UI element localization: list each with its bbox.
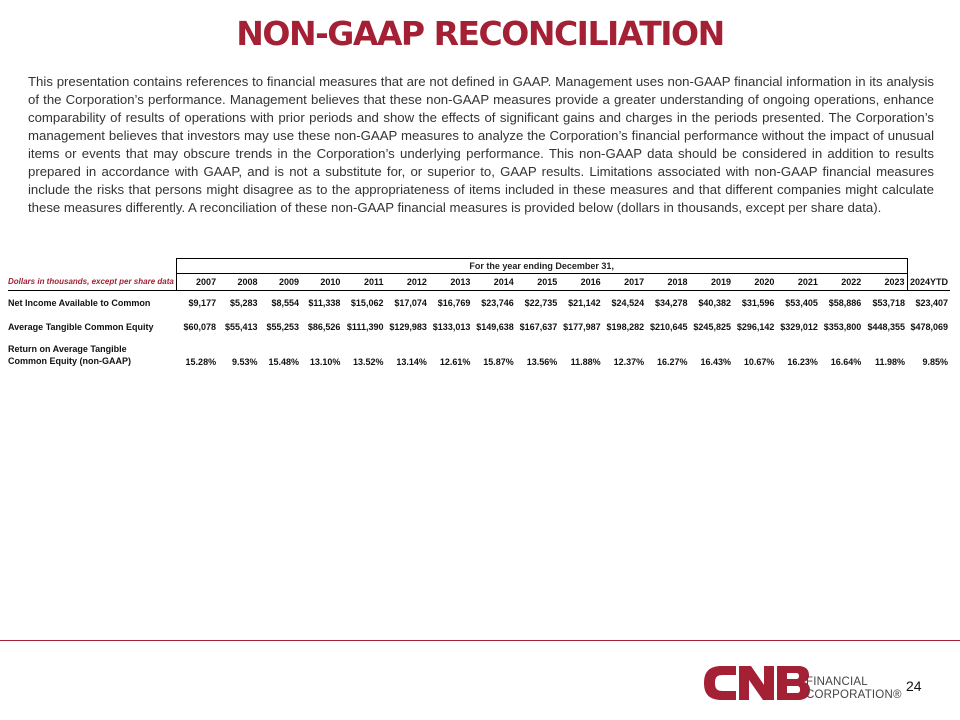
row-label-line1: Return on Average Tangible <box>8 344 127 354</box>
period-header: For the year ending December 31, <box>175 258 908 274</box>
year-header: 2020 <box>732 273 777 291</box>
table-cell: 11.88% <box>570 357 601 367</box>
year-header: 2011 <box>342 273 386 291</box>
table-cell: $149,638 <box>476 322 514 332</box>
table-cell: 16.23% <box>787 357 818 367</box>
table-cell: $448,355 <box>867 322 906 332</box>
table-cell: 16.43% <box>700 357 731 367</box>
year-header: 2023 <box>863 273 908 291</box>
table-cell: $31,596 <box>741 298 775 308</box>
logo-letter-c <box>704 666 736 700</box>
table-cell: $129,983 <box>389 322 427 332</box>
row-label: Net Income Available to Common <box>8 298 151 308</box>
year-header: 2019 <box>689 273 733 291</box>
table-cell: $23,746 <box>481 298 514 308</box>
table-cell: $21,142 <box>568 298 601 308</box>
table-cell: 13.10% <box>309 357 341 367</box>
table-cell: $86,526 <box>307 322 341 332</box>
table-cell: $9,177 <box>188 298 217 308</box>
row-label-line2: Common Equity (non-GAAP) <box>8 356 131 366</box>
table-row: Return on Average Tangible Common Equity… <box>8 339 950 369</box>
intro-paragraph: This presentation contains references to… <box>28 74 934 215</box>
year-header: 2013 <box>428 273 473 291</box>
table-cell: $23,407 <box>915 298 948 308</box>
table-cell: $55,253 <box>266 322 299 332</box>
table-cell: $5,283 <box>230 298 258 308</box>
table-cell: $353,800 <box>823 322 862 332</box>
logo-text: FINANCIAL CORPORATION® <box>806 676 902 702</box>
year-header: 2015 <box>515 273 560 291</box>
table-cell: 15.87% <box>483 357 514 367</box>
table-cell: 16.64% <box>830 357 862 367</box>
table-cell: 13.56% <box>526 357 558 367</box>
page-title: NON-GAAP RECONCILIATION <box>236 14 725 53</box>
table-cell: $478,069 <box>910 322 948 332</box>
table-cell: 12.37% <box>613 357 645 367</box>
year-header: 2016 <box>559 273 603 291</box>
table-row: Average Tangible Common Equity $60,078 $5… <box>8 315 950 339</box>
page-number: 24 <box>906 678 922 694</box>
table-cell: $34,278 <box>654 298 688 308</box>
table-cell: 15.48% <box>268 357 299 367</box>
table-cell: $177,987 <box>563 322 601 332</box>
year-header: 2007 <box>175 273 219 291</box>
table-cell: $210,645 <box>649 322 688 332</box>
table-cell: 10.67% <box>743 357 775 367</box>
year-header: 2012 <box>385 273 429 291</box>
table-cell: $53,405 <box>785 298 818 308</box>
table-cell: 9.85% <box>922 357 948 367</box>
table-cell: $60,078 <box>183 322 217 332</box>
year-header: 2014 <box>472 273 516 291</box>
table-cell: $15,062 <box>350 298 384 308</box>
year-header: 2009 <box>259 273 301 291</box>
year-header: 2022 <box>819 273 864 291</box>
table-cell: $8,554 <box>271 298 299 308</box>
table-cell: $40,382 <box>698 298 731 308</box>
table-cell: $58,886 <box>828 298 862 308</box>
table-cell: 9.53% <box>232 357 258 367</box>
period-header-row: For the year ending December 31, <box>8 258 950 274</box>
table-cell: 15.28% <box>185 357 217 367</box>
table-cell: $22,735 <box>524 298 558 308</box>
table-cell: $133,013 <box>432 322 471 332</box>
year-header: 2010 <box>300 273 343 291</box>
table-cell: $11,338 <box>308 298 341 308</box>
table-cell: $55,413 <box>224 322 258 332</box>
year-header: 2017 <box>602 273 647 291</box>
reconciliation-table: For the year ending December 31, Dollars… <box>8 258 950 369</box>
year-header-row: Dollars in thousands, except per share d… <box>8 273 950 291</box>
cnb-logo <box>704 666 810 700</box>
year-header: 2018 <box>646 273 690 291</box>
table-cell: $17,074 <box>394 298 427 308</box>
table-cell: $198,282 <box>606 322 645 332</box>
table-row: Net Income Available to Common $9,177 $5,… <box>8 291 950 316</box>
table-cell: $24,524 <box>611 298 645 308</box>
row-label: Return on Average Tangible Common Equity… <box>8 339 176 369</box>
logo-letter-b <box>777 666 810 700</box>
table-cell: $245,825 <box>693 322 731 332</box>
logo-text-line1: FINANCIAL <box>806 676 868 688</box>
table-cell: 13.52% <box>352 357 384 367</box>
logo-letter-n <box>739 666 774 700</box>
table-cell: $167,637 <box>519 322 558 332</box>
table-cell: $53,718 <box>872 298 906 308</box>
table-cell: 13.14% <box>396 357 427 367</box>
table-cell: 11.98% <box>874 357 906 367</box>
table-cell: 12.61% <box>439 357 471 367</box>
units-label: Dollars in thousands, except per share d… <box>8 273 177 291</box>
table-cell: $111,390 <box>346 322 384 332</box>
footer-divider <box>0 640 960 641</box>
logo-text-line2: CORPORATION® <box>806 689 902 701</box>
table-cell: $16,769 <box>437 298 471 308</box>
year-header: 2024YTD <box>907 273 950 291</box>
blank-cell <box>906 258 950 274</box>
blank-cell <box>8 259 176 274</box>
table-cell: 16.27% <box>657 357 688 367</box>
table-cell: $296,142 <box>736 322 775 332</box>
table-cell: $329,012 <box>780 322 818 332</box>
row-label: Average Tangible Common Equity <box>8 322 154 332</box>
year-header: 2021 <box>776 273 820 291</box>
year-header: 2008 <box>218 273 260 291</box>
